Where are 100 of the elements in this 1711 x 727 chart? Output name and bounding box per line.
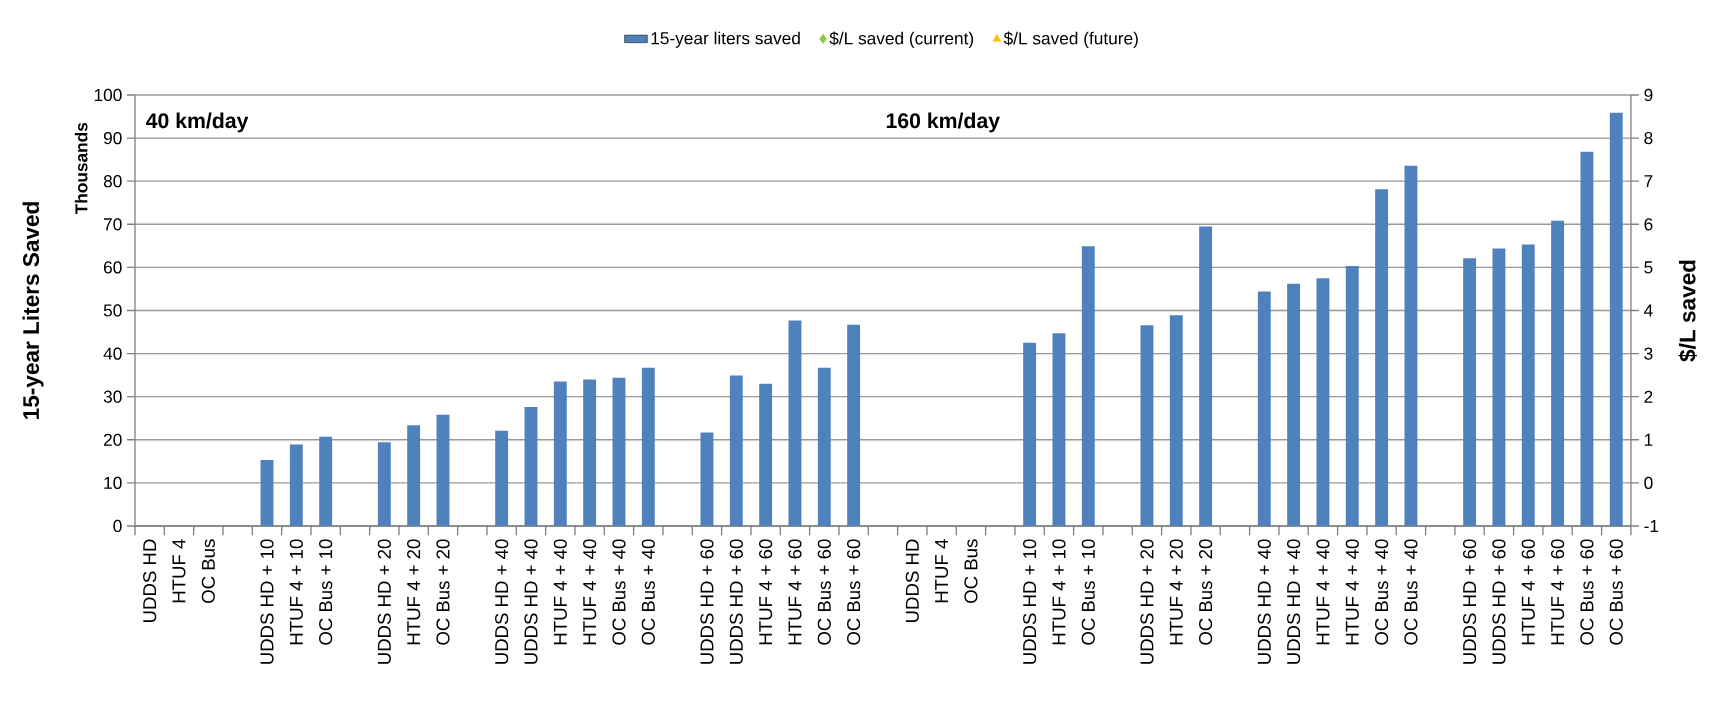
x-tick-label: HTUF 4 + 60 <box>759 539 773 645</box>
legend-label: $/L saved (current) <box>829 31 974 48</box>
x-tick-label: HTUF 4 + 20 <box>407 539 421 645</box>
bar <box>1169 315 1183 526</box>
bar <box>1345 266 1359 526</box>
x-tick-label: OC Bus + 60 <box>1609 539 1623 645</box>
bar <box>612 377 626 526</box>
bar <box>1404 165 1418 526</box>
y2-tick-label: 1 <box>1644 433 1653 446</box>
bar <box>1023 342 1037 526</box>
bar <box>1257 291 1271 526</box>
y-tick-label: 20 <box>103 433 122 446</box>
y2-tick-label: 8 <box>1644 131 1653 145</box>
bar <box>1081 246 1095 526</box>
y2-tick-label: 0 <box>1644 476 1653 489</box>
bar <box>1316 278 1330 526</box>
y2-tick-label: 9 <box>1644 88 1653 102</box>
text: Thousands <box>74 122 88 215</box>
x-tick-label: HTUF 4 + 40 <box>1345 539 1359 645</box>
y-tick-label: 60 <box>103 261 122 274</box>
bar <box>847 324 861 526</box>
bar <box>583 379 597 526</box>
x-tick-label: HTUF 4 + 40 <box>553 539 567 645</box>
y2-tick-label: 7 <box>1644 175 1653 188</box>
annotation: 40 km/day <box>145 112 249 133</box>
bar <box>1609 112 1623 526</box>
x-tick-label: UDDS HD + 60 <box>729 539 743 664</box>
x-tick-label: OC Bus + 40 <box>641 539 655 645</box>
legend-label: $/L saved (future) <box>1003 31 1138 48</box>
x-tick-label: OC Bus + 20 <box>436 539 450 645</box>
y-tick-label: 0 <box>113 519 122 533</box>
x-tick-label: HTUF 4 + 40 <box>583 539 597 645</box>
y-axis-title: 15-year Liters Saved <box>22 202 44 419</box>
y2-tick-label: 3 <box>1644 347 1653 360</box>
bar <box>1287 283 1301 526</box>
annotation: 160 km/day <box>886 112 1000 133</box>
bar <box>495 430 509 526</box>
x-tick-label: OC Bus <box>201 539 215 603</box>
bar <box>1199 226 1213 526</box>
x-tick-label: OC Bus + 20 <box>1199 539 1213 645</box>
y2-axis-title: $/L saved <box>1678 260 1697 362</box>
bar <box>1375 189 1389 526</box>
x-tick-label: HTUF 4 + 60 <box>1521 539 1535 645</box>
x-tick-label: UDDS HD + 20 <box>377 539 391 664</box>
x-tick-label: HTUF 4 <box>172 539 186 603</box>
x-tick-label: OC Bus <box>964 539 978 603</box>
x-tick-label: OC Bus + 10 <box>319 539 333 645</box>
bar <box>377 442 391 526</box>
x-tick-label: HTUF 4 + 40 <box>1316 539 1330 645</box>
x-tick-label: UDDS HD + 60 <box>1492 539 1506 664</box>
y-tick-label: 50 <box>103 304 122 317</box>
y2-tick-label: 2 <box>1644 390 1653 403</box>
y2-tick-label: 5 <box>1644 261 1653 274</box>
x-tick-label: OC Bus + 40 <box>612 539 626 645</box>
bar <box>729 375 743 526</box>
x-tick-label: OC Bus + 60 <box>817 539 831 645</box>
x-tick-label: UDDS HD + 40 <box>495 539 509 664</box>
bar <box>1521 244 1535 526</box>
y-tick-label: 70 <box>104 218 122 231</box>
y2-tick-label: 4 <box>1644 304 1653 317</box>
bar <box>260 460 274 526</box>
x-tick-label: OC Bus + 40 <box>1375 539 1389 645</box>
x-tick-label: UDDS HD <box>143 539 157 622</box>
bar <box>700 432 714 526</box>
bar <box>553 381 567 526</box>
bar <box>407 425 421 526</box>
x-tick-label: UDDS HD + 40 <box>1257 539 1271 664</box>
bar <box>1052 333 1066 526</box>
x-tick-label: OC Bus + 10 <box>1081 539 1095 645</box>
x-tick-label: UDDS HD + 20 <box>1140 539 1154 664</box>
bar <box>1463 258 1477 526</box>
y-tick-label: 30 <box>103 390 122 403</box>
bar <box>1140 325 1154 526</box>
bar <box>436 414 450 526</box>
legend-label: 15-year liters saved <box>651 31 800 48</box>
bar <box>817 367 831 526</box>
bar <box>641 367 655 526</box>
x-tick-label: UDDS HD + 10 <box>1023 539 1037 664</box>
bar <box>788 320 802 526</box>
y2-tick-label: -1 <box>1644 520 1659 532</box>
x-tick-label: HTUF 4 + 10 <box>1052 539 1066 645</box>
x-tick-label: UDDS HD + 40 <box>1287 539 1301 664</box>
bar <box>524 407 538 526</box>
y-tick-label: 90 <box>103 131 122 145</box>
x-tick-label: OC Bus + 40 <box>1404 539 1418 645</box>
bar <box>319 436 333 526</box>
x-tick-label: HTUF 4 + 10 <box>289 539 303 645</box>
x-tick-label: UDDS HD + 60 <box>1463 539 1477 664</box>
x-tick-label: HTUF 4 <box>935 539 949 603</box>
y-tick-label: 80 <box>103 175 122 188</box>
bar <box>759 383 773 526</box>
y-tick-label: 40 <box>103 347 122 360</box>
bar <box>289 444 303 526</box>
x-tick-label: OC Bus + 60 <box>847 539 861 645</box>
x-tick-label: HTUF 4 + 20 <box>1169 539 1183 645</box>
x-tick-label: HTUF 4 + 60 <box>1550 539 1565 645</box>
x-tick-label: UDDS HD <box>905 539 919 622</box>
bar <box>1492 248 1506 526</box>
y-tick-label: 10 <box>104 476 122 489</box>
x-tick-label: UDDS HD + 60 <box>700 539 714 664</box>
